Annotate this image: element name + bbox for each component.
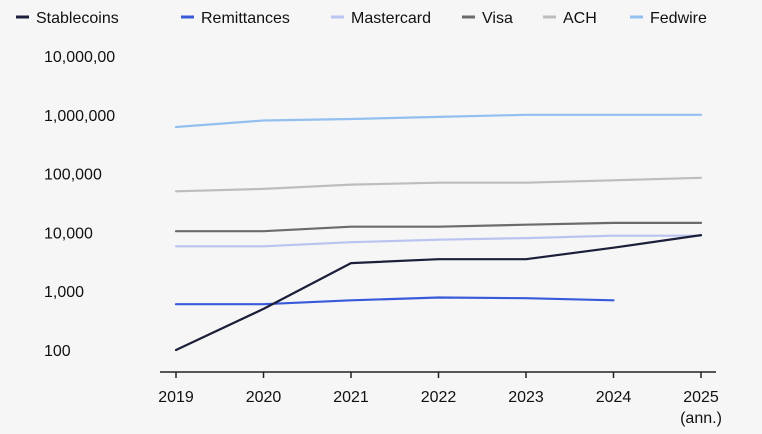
legend-label: Fedwire [650,10,707,27]
x-tick-label: 2025 [683,389,719,406]
legend-label: Stablecoins [36,10,119,27]
y-tick-label: 1,000 [44,284,84,301]
legend-item-visa: Visa [462,10,513,27]
legend-label: Visa [482,10,513,27]
legend: Stablecoins Remittances Mastercard Visa ACH F… [16,10,707,27]
x-axis: 2019 2020 2021 2022 2023 2024 2025 (ann.) [158,371,722,427]
legend-item-remittances: Remittances [181,10,290,27]
y-tick-label: 10,000 [44,225,93,242]
legend-label: Mastercard [351,10,431,27]
legend-label: ACH [563,10,597,27]
x-tick-label: 2022 [421,389,457,406]
x-tick-label: 2019 [158,389,194,406]
y-tick-label: 1,000,000 [44,108,115,125]
y-tick-label: 10,000,00 [44,49,115,66]
x-tick-label: 2020 [246,389,282,406]
series-group [174,113,703,352]
legend-item-mastercard: Mastercard [331,10,431,27]
series-line-visa [174,221,703,233]
series-line-remittances [174,296,615,306]
legend-item-ach: ACH [543,10,597,27]
series-line-ach [174,176,703,193]
y-tick-label: 100,000 [44,167,102,184]
series-line-mastercard [174,234,703,248]
legend-item-fedwire: Fedwire [630,10,707,27]
series-line-fedwire [174,113,703,129]
y-tick-label: 100 [44,343,71,360]
legend-label: Remittances [201,10,290,27]
legend-item-stablecoins: Stablecoins [16,10,119,27]
x-tick-sublabel: (ann.) [680,410,722,427]
x-tick-label: 2024 [596,389,632,406]
series-line-stablecoins [174,234,703,352]
y-axis: 100 1,000 10,000 100,000 1,000,000 10,000,00 [44,49,115,360]
x-tick-label: 2021 [333,389,369,406]
x-tick-label: 2023 [508,389,544,406]
